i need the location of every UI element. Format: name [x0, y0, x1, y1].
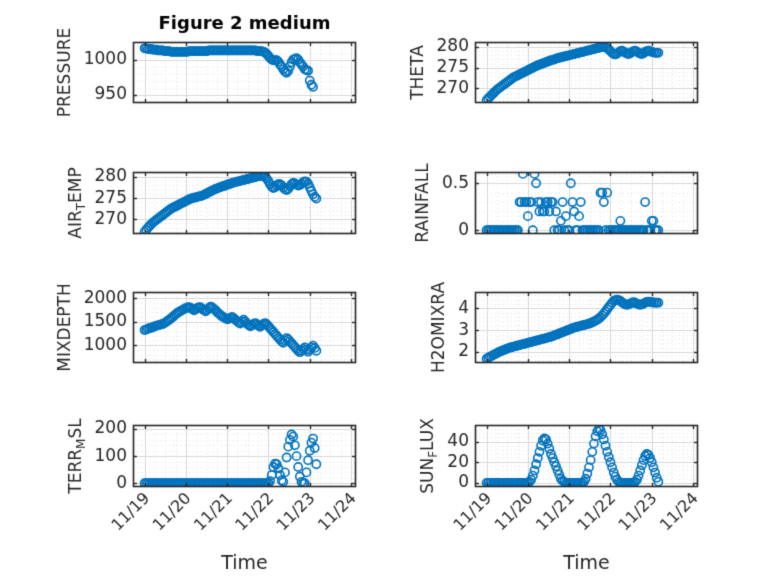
multi-panel-time-series-figure — [0, 0, 778, 583]
figure-container: Figure 2 medium PRESSURE THETA AIR_TEMP … — [0, 0, 778, 583]
